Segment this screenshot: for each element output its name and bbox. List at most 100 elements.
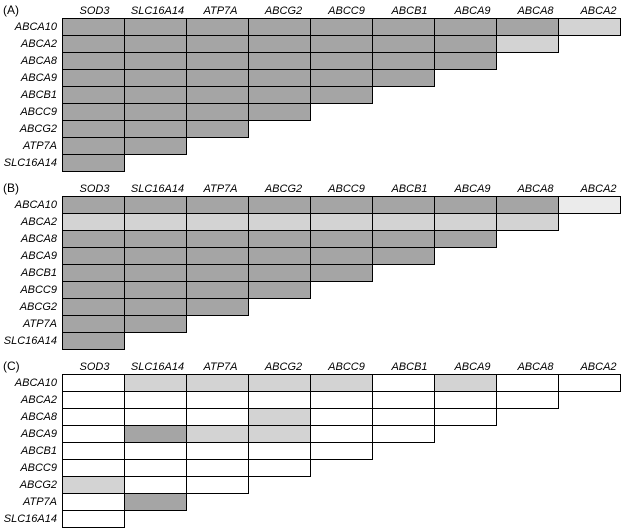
row-label-abca9: ABCA9	[20, 428, 57, 440]
cell-abca8-x-sod3	[62, 52, 125, 70]
row-label-abca2: ABCA2	[20, 38, 57, 50]
cell-abcb1-x-sod3	[62, 86, 125, 104]
cell-abca9-x-atp7a	[186, 425, 249, 443]
cell-abca2-x-sod3	[62, 35, 125, 53]
cell-abcb1-x-slc16a14	[124, 264, 187, 282]
cell-abcg2-x-sod3	[62, 476, 125, 494]
column-header-abcc9: ABCC9	[328, 183, 365, 195]
cell-abca8-x-abcg2	[248, 408, 311, 426]
row-label-abcc9: ABCC9	[20, 284, 57, 296]
cell-abca10-x-abcb1	[372, 196, 435, 214]
matrix-row-abcb1: ABCB1	[1, 442, 632, 460]
cell-abca8-x-atp7a	[186, 408, 249, 426]
cell-abca10-x-atp7a	[186, 374, 249, 392]
cell-abcg2-x-sod3	[62, 120, 125, 138]
cell-abcb1-x-slc16a14	[124, 86, 187, 104]
column-header-abcb1: ABCB1	[391, 5, 428, 17]
cell-atp7a-x-slc16a14	[124, 493, 187, 511]
cell-abca10-x-abcg2	[248, 18, 311, 36]
panel-label: (C)	[3, 359, 20, 373]
cell-abca2-x-abcc9	[310, 391, 373, 409]
cell-abca8-x-atp7a	[186, 230, 249, 248]
cell-abca8-x-slc16a14	[124, 230, 187, 248]
row-label-slc16a14: SLC16A14	[3, 157, 57, 169]
row-label-abcb1: ABCB1	[20, 445, 57, 457]
cell-abcb1-x-abcc9	[310, 86, 373, 104]
cell-abca2-x-abcc9	[310, 35, 373, 53]
panel-b: (B) SOD3 SLC16A14 ATP7A ABCG2 ABCC9 ABCB1 ABCA9…	[1, 181, 632, 350]
column-header-row: (C) SOD3 SLC16A14 ATP7A ABCG2 ABCC9 ABCB1 ABCA9…	[1, 359, 632, 375]
row-label-abca10: ABCA10	[14, 377, 57, 389]
cell-abcc9-x-abcg2	[248, 281, 311, 299]
row-label-abca2: ABCA2	[20, 216, 57, 228]
cell-abca8-x-abcc9	[310, 408, 373, 426]
cell-abcg2-x-slc16a14	[124, 476, 187, 494]
matrix-row-abca8: ABCA8	[1, 52, 632, 70]
cell-abca8-x-abca9	[434, 408, 497, 426]
cell-abca2-x-atp7a	[186, 213, 249, 231]
cell-slc16a14-x-sod3	[62, 510, 125, 528]
cell-abca2-x-abcb1	[372, 213, 435, 231]
row-label-slc16a14: SLC16A14	[3, 335, 57, 347]
cell-abcb1-x-atp7a	[186, 86, 249, 104]
cell-abca9-x-abcc9	[310, 425, 373, 443]
cell-abcb1-x-sod3	[62, 442, 125, 460]
cell-abca9-x-abcg2	[248, 247, 311, 265]
matrix-row-abca2: ABCA2	[1, 35, 632, 53]
cell-abca9-x-abcc9	[310, 69, 373, 87]
cell-atp7a-x-slc16a14	[124, 315, 187, 333]
row-label-abcb1: ABCB1	[20, 89, 57, 101]
row-label-abca8: ABCA8	[20, 233, 57, 245]
row-label-slc16a14: SLC16A14	[3, 513, 57, 525]
column-header-abcc9: ABCC9	[328, 361, 365, 373]
cell-abca2-x-abcg2	[248, 213, 311, 231]
cell-abca10-x-abcg2	[248, 196, 311, 214]
cell-abca8-x-abcc9	[310, 230, 373, 248]
matrix-row-abcb1: ABCB1	[1, 264, 632, 282]
cell-abca10-x-abca9	[434, 18, 497, 36]
cell-abca2-x-sod3	[62, 213, 125, 231]
matrix-row-slc16a14: SLC16A14	[1, 510, 632, 528]
cell-abcb1-x-atp7a	[186, 264, 249, 282]
cell-abca2-x-abca8	[496, 213, 559, 231]
cell-abca2-x-sod3	[62, 391, 125, 409]
cell-abca8-x-abca9	[434, 230, 497, 248]
row-label-abcc9: ABCC9	[20, 462, 57, 474]
row-label-abcb1: ABCB1	[20, 267, 57, 279]
cell-abca10-x-sod3	[62, 196, 125, 214]
cell-abca2-x-atp7a	[186, 391, 249, 409]
cell-abca9-x-sod3	[62, 425, 125, 443]
cell-abcc9-x-slc16a14	[124, 459, 187, 477]
cell-abca2-x-abcc9	[310, 213, 373, 231]
cell-abcb1-x-abcc9	[310, 264, 373, 282]
row-label-abcg2: ABCG2	[19, 123, 57, 135]
cell-abcc9-x-sod3	[62, 103, 125, 121]
cell-abca10-x-abca8	[496, 18, 559, 36]
cell-abca10-x-abca9	[434, 196, 497, 214]
cell-abcc9-x-slc16a14	[124, 281, 187, 299]
cell-abca9-x-slc16a14	[124, 247, 187, 265]
cell-abca10-x-abcc9	[310, 196, 373, 214]
cell-abca10-x-abcg2	[248, 374, 311, 392]
cell-abca2-x-atp7a	[186, 35, 249, 53]
cell-abca2-x-abcb1	[372, 391, 435, 409]
column-header-sod3: SOD3	[79, 5, 110, 17]
cell-abca10-x-abca2	[558, 374, 621, 392]
cell-abca9-x-abcb1	[372, 425, 435, 443]
panel-corner: (C)	[1, 359, 63, 375]
cell-abca2-x-abcg2	[248, 391, 311, 409]
matrix-row-slc16a14: SLC16A14	[1, 332, 632, 350]
cell-abca8-x-atp7a	[186, 52, 249, 70]
cell-abca8-x-slc16a14	[124, 52, 187, 70]
cell-abca8-x-abcg2	[248, 230, 311, 248]
panel-label: (B)	[3, 181, 19, 195]
cell-abca10-x-abcc9	[310, 374, 373, 392]
cell-abcc9-x-atp7a	[186, 103, 249, 121]
cell-abca10-x-abca9	[434, 374, 497, 392]
cell-abca10-x-slc16a14	[124, 374, 187, 392]
cell-abcg2-x-atp7a	[186, 298, 249, 316]
row-label-abcg2: ABCG2	[19, 301, 57, 313]
row-label-atp7a: ATP7A	[22, 140, 57, 152]
matrix-row-abca2: ABCA2	[1, 391, 632, 409]
